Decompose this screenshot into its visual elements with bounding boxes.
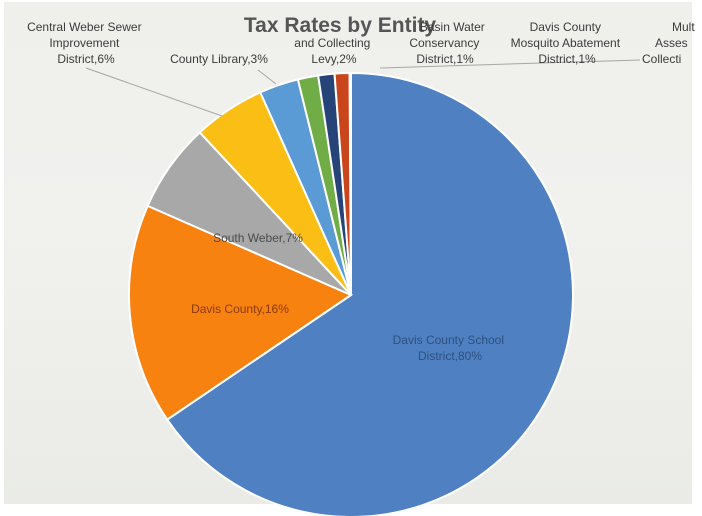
leader-lines <box>85 59 641 117</box>
label-school-district: Davis County School District,80% <box>393 333 508 363</box>
label-mult-asses: Mult Asses Collecti <box>642 20 698 66</box>
pie-slice-8 <box>348 71 352 296</box>
leader-line-county-library <box>257 69 277 85</box>
pie-slice-0 <box>165 71 574 516</box>
label-basin-water: Basin Water Conservancy District,1% <box>409 20 488 66</box>
label-levy: and Collecting Levy,2% <box>294 36 373 66</box>
leader-line-central-weber <box>85 67 223 117</box>
pie-slice-1 <box>128 204 354 421</box>
pie-slices <box>128 71 574 516</box>
label-south-weber: South Weber,7% <box>213 231 303 245</box>
label-county-library: County Library,3% <box>170 52 268 66</box>
chart-title: Tax Rates by Entity <box>244 14 436 37</box>
label-davis-county: Davis County,16% <box>191 302 289 316</box>
leader-line-top-right <box>379 59 641 69</box>
chart-right-edge <box>692 0 702 516</box>
label-central-weber: Central Weber Sewer Improvement District… <box>27 20 145 66</box>
label-mosquito-abatement: Davis County Mosquito Abatement District… <box>511 20 624 66</box>
